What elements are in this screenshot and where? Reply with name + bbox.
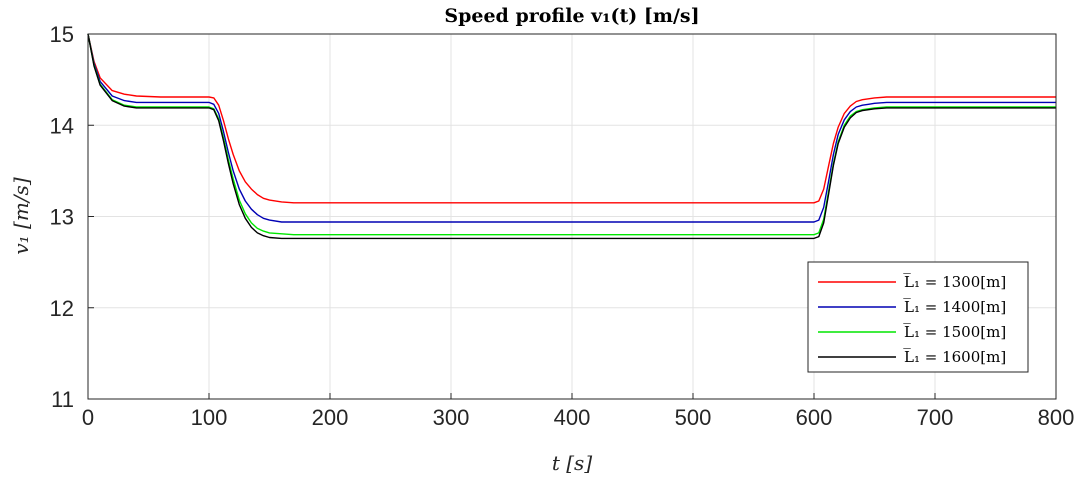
series-line-2	[87, 33, 1056, 223]
legend-box	[807, 261, 1029, 373]
x-tick-label: 200	[312, 405, 349, 430]
x-tick-label: 0	[82, 405, 94, 430]
y-tick-label: 13	[50, 205, 74, 230]
x-tick-label: 700	[917, 405, 954, 430]
y-axis-label: v₁ [m/s]	[9, 177, 33, 254]
x-tick-label: 400	[554, 405, 591, 430]
x-tick-label: 100	[191, 405, 228, 430]
legend-label-1: L̅₁ = 1300[m]	[903, 272, 1006, 291]
y-tick-label: 11	[51, 387, 74, 412]
chart-title: Speed profile v₁(t) [m/s]	[444, 5, 699, 27]
legend-label-2: L̅₁ = 1400[m]	[903, 297, 1006, 316]
series-line-1	[87, 33, 1056, 204]
y-tick-label: 12	[50, 296, 74, 321]
x-tick-label: 600	[796, 405, 833, 430]
x-tick-label: 500	[675, 405, 712, 430]
series-line-3	[87, 33, 1056, 236]
legend-label-4: L̅₁ = 1600[m]	[903, 347, 1006, 366]
x-tick-label: 800	[1038, 405, 1075, 430]
x-axis-label: t [s]	[552, 451, 592, 475]
y-tick-label: 14	[50, 113, 74, 138]
x-tick-label: 300	[433, 405, 470, 430]
tick-labels: 0 100 200 300 400 500 600 700 800 11 12 13 14 15	[50, 22, 1075, 430]
legend-label-3: L̅₁ = 1500[m]	[903, 322, 1006, 341]
series-line-4	[87, 33, 1056, 240]
y-tick-label: 15	[50, 22, 74, 47]
series-lines	[87, 33, 1056, 240]
legend: L̅₁ = 1300[m] L̅₁ = 1400[m] L̅₁ = 1500[m] L…	[807, 261, 1029, 373]
